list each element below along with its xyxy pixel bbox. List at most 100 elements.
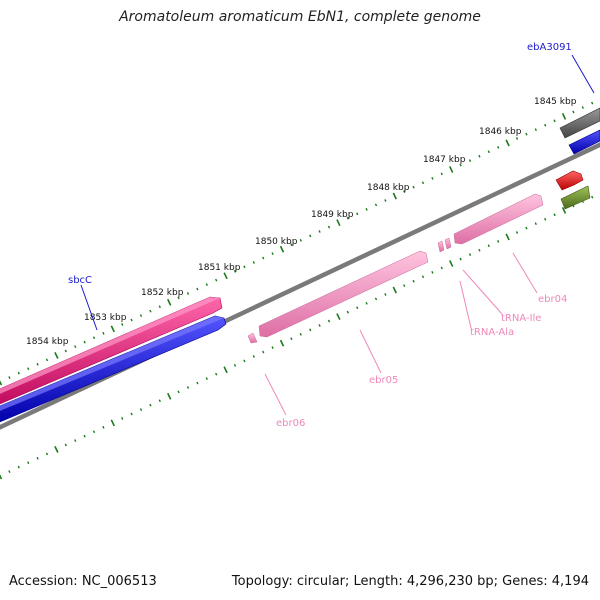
accession-text: Accession: NC_006513 xyxy=(9,574,157,589)
ruler-inner-tick xyxy=(205,377,208,380)
ruler-outer-tick xyxy=(167,298,172,306)
ruler-inner-tick xyxy=(356,306,359,310)
feature-olive[interactable] xyxy=(560,185,591,210)
ruler-inner-tick xyxy=(505,233,510,241)
ruler-outer-tick xyxy=(440,172,443,176)
ruler-inner-tick xyxy=(440,266,443,270)
ruler-inner-tick xyxy=(149,403,152,407)
feature-ebr06[interactable] xyxy=(247,332,258,344)
ruler-inner-tick xyxy=(167,392,172,400)
ruler-outer-tick xyxy=(525,132,528,136)
ruler-outer-tick xyxy=(215,278,218,282)
tick-label-1848: 1848 kbp xyxy=(367,183,410,193)
ruler-outer-tick xyxy=(459,163,462,167)
ruler-inner-tick xyxy=(158,399,161,403)
ruler-inner-tick xyxy=(271,346,274,349)
ruler-outer-tick xyxy=(223,272,228,280)
ruler-inner-tick xyxy=(553,213,556,217)
feature-ebA3091[interactable] xyxy=(559,107,600,139)
feature-ebr04[interactable] xyxy=(453,193,544,245)
ruler-inner-tick xyxy=(130,412,133,416)
ruler-outer-tick xyxy=(17,371,20,375)
ruler-outer-tick xyxy=(505,139,510,147)
ruler-outer-tick xyxy=(309,234,312,238)
ruler-outer-tick xyxy=(279,245,285,253)
ruler-inner-tick xyxy=(534,222,537,226)
feature-red[interactable] xyxy=(555,170,584,191)
ruler-outer-tick xyxy=(384,199,387,202)
ruler-outer-tick xyxy=(581,106,584,109)
ruler-outer-tick xyxy=(374,203,378,207)
ruler-outer-tick xyxy=(449,166,454,173)
ruler-outer-tick xyxy=(431,176,434,180)
ruler-inner-tick xyxy=(92,430,96,434)
ruler-outer-tick xyxy=(64,349,67,353)
ruler-outer-tick xyxy=(365,207,368,211)
ruler-inner-tick xyxy=(0,474,3,480)
ruler-inner-tick xyxy=(45,452,49,456)
ruler-outer-tick xyxy=(534,128,537,132)
ruler-outer-tick xyxy=(243,265,246,269)
ruler-outer-tick xyxy=(27,367,30,371)
ruler-outer-tick xyxy=(591,101,594,105)
ruler-inner-tick xyxy=(431,270,434,274)
ruler-inner-tick xyxy=(336,313,341,321)
ruler-outer-tick xyxy=(139,314,143,317)
ruler-inner-tick xyxy=(54,446,59,453)
label-ebr05: ebr05 xyxy=(369,375,398,386)
ruler-inner-tick xyxy=(83,434,86,438)
ruler-inner-tick xyxy=(365,301,368,305)
ruler-outer-tick xyxy=(318,230,321,233)
ruler-outer-tick xyxy=(290,243,293,247)
tick-label-1847: 1847 kbp xyxy=(423,155,466,165)
ruler-outer-tick xyxy=(0,380,3,386)
feature-labels: ebA3091 sbcC ebr04 tRNA-Ile tRNA-Ala ebr… xyxy=(68,42,572,429)
ruler-inner-tick xyxy=(525,226,528,230)
ruler-outer-tick xyxy=(205,283,208,286)
tick-label-1850: 1850 kbp xyxy=(255,237,298,247)
ruler-inner-tick xyxy=(64,443,67,447)
ruler-inner-tick xyxy=(459,257,462,261)
ruler-outer-tick xyxy=(412,185,415,189)
ruler-inner-tick xyxy=(215,372,218,376)
ruler-inner-tick xyxy=(515,231,519,234)
ruler-inner-tick xyxy=(290,337,293,341)
ruler-inner-tick xyxy=(384,293,387,296)
ruler-inner-tick xyxy=(139,408,143,411)
feature-blue-right[interactable] xyxy=(568,129,600,155)
ruler-outer-tick xyxy=(572,110,575,114)
ruler-inner-tick xyxy=(318,324,321,327)
ruler-inner-tick xyxy=(121,417,124,420)
ruler-outer-tick xyxy=(487,150,490,154)
ruler-outer-tick xyxy=(561,112,567,120)
ruler-inner-tick xyxy=(346,310,349,314)
feature-tRNA-Ile[interactable] xyxy=(444,237,452,250)
label-sbcC: sbcC xyxy=(68,275,92,286)
ruler-outer-tick xyxy=(327,225,331,229)
ruler-outer-tick xyxy=(45,358,49,362)
feature-sbcC[interactable] xyxy=(0,296,223,406)
ruler-inner-tick xyxy=(17,465,20,469)
ruler-inner-tick xyxy=(374,297,378,301)
ruler-inner-tick xyxy=(262,350,265,354)
ruler-outer-tick xyxy=(421,181,425,185)
ruler-outer-tick xyxy=(403,190,406,194)
ruler-outer-tick xyxy=(196,287,199,291)
coordinate-ruler-inner xyxy=(0,195,594,480)
ruler-inner-tick xyxy=(412,279,415,283)
feature-tRNA-Ala[interactable] xyxy=(437,240,445,253)
ruler-inner-tick xyxy=(392,286,397,294)
ruler-outer-tick xyxy=(478,154,481,158)
ruler-inner-tick xyxy=(110,419,115,427)
ruler-outer-tick xyxy=(149,309,152,313)
ruler-inner-tick xyxy=(36,456,39,460)
ruler-outer-tick xyxy=(515,137,519,140)
feature-ebr05[interactable] xyxy=(258,250,429,338)
ruler-inner-tick xyxy=(243,359,246,363)
ruler-outer-tick xyxy=(177,296,180,300)
ruler-inner-tick xyxy=(403,284,406,288)
label-tRNA-Ile: tRNA-Ile xyxy=(501,313,541,324)
feature-blue-gene[interactable] xyxy=(0,315,227,424)
ruler-outer-tick xyxy=(36,362,39,366)
